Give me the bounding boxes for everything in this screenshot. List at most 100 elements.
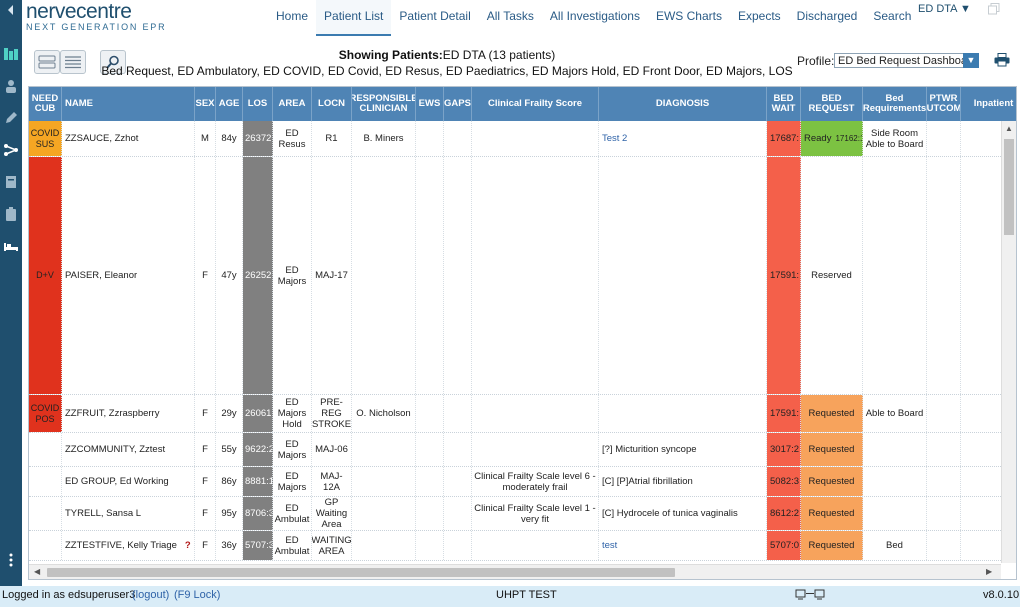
header-los[interactable]: LOS: [243, 87, 273, 121]
cell-locn: GP Waiting Area: [312, 497, 352, 530]
cell-diagnosis[interactable]: [599, 157, 767, 394]
cell-bed-request[interactable]: Requested: [801, 497, 863, 530]
collapse-arrow-icon[interactable]: [2, 2, 20, 18]
print-icon[interactable]: [994, 53, 1010, 70]
bed-request-status: Requested: [808, 540, 855, 551]
table-row[interactable]: TYRELL, Sansa L F 95y 8706:3 ED Ambulat GP Wa…: [29, 497, 1016, 531]
cell-ptwr-outcome: [927, 497, 961, 530]
patient-table: NEED CUB NAME SEX AGE LOS AREA LOCN RESPONSIBLE…: [28, 86, 1017, 580]
table-header: NEED CUB NAME SEX AGE LOS AREA LOCN RESPONSIBLE…: [29, 87, 1016, 121]
logo-title: nervecentre: [26, 0, 132, 23]
scroll-up-icon[interactable]: ▲: [1005, 124, 1013, 133]
tab-discharged[interactable]: Discharged: [796, 9, 858, 23]
table-row[interactable]: ZZCOMMUNITY, Zztest F 55y 9622:2 ED Majors MA…: [29, 433, 1016, 467]
cell-bed-request[interactable]: Reserved: [801, 157, 863, 394]
cell-name[interactable]: ZZCOMMUNITY, Zztest: [62, 433, 195, 466]
more-icon[interactable]: [2, 552, 20, 568]
table-row[interactable]: COVID POS ZZFRUIT, Zzraspberry F 29y 26061: E…: [29, 395, 1016, 433]
cell-bed-request[interactable]: Requested: [801, 395, 863, 432]
cell-bed-requirements: [863, 433, 927, 466]
cell-name[interactable]: ZZFRUIT, Zzraspberry: [62, 395, 195, 432]
pen-icon[interactable]: [2, 110, 20, 126]
horizontal-scroll-thumb[interactable]: [47, 568, 675, 577]
card-view-icon[interactable]: [34, 50, 60, 74]
tab-ews-charts[interactable]: EWS Charts: [655, 9, 722, 23]
header-ews[interactable]: EWS: [416, 87, 444, 121]
archive-icon[interactable]: [2, 174, 20, 190]
cell-diagnosis[interactable]: [599, 395, 767, 432]
popout-icon[interactable]: [988, 3, 1000, 15]
horizontal-scrollbar[interactable]: ◀ ▶: [29, 564, 1001, 579]
cell-clinician: [352, 531, 416, 560]
alert-question-icon[interactable]: ?: [184, 540, 191, 551]
header-area[interactable]: AREA: [273, 87, 312, 121]
ward-grid-icon[interactable]: [2, 46, 20, 62]
cell-name[interactable]: ED GROUP, Ed Working: [62, 467, 195, 496]
list-view-icon[interactable]: [60, 50, 86, 74]
cell-diagnosis[interactable]: [C] Hydrocele of tunica vaginalis: [599, 497, 767, 530]
table-row[interactable]: D+V PAISER, Eleanor F 47y 26252 ED Majors MAJ-…: [29, 157, 1016, 395]
cell-diagnosis[interactable]: Test 2: [599, 121, 767, 156]
cell-diagnosis[interactable]: [C] [P]Atrial fibrillation: [599, 467, 767, 496]
scroll-left-icon[interactable]: ◀: [34, 567, 41, 576]
showing-ward: ED DTA: [442, 48, 486, 62]
patients-icon[interactable]: [2, 78, 20, 94]
cell-bed-request[interactable]: Requested: [801, 433, 863, 466]
cell-ews: [416, 497, 444, 530]
header-diagnosis[interactable]: DIAGNOSIS: [599, 87, 767, 121]
tab-home[interactable]: Home: [276, 9, 309, 23]
table-row[interactable]: ED GROUP, Ed Working F 86y 8881:1 ED Majors M…: [29, 467, 1016, 497]
tab-all-investigations[interactable]: All Investigations: [549, 9, 640, 23]
header-sex[interactable]: SEX: [195, 87, 216, 121]
search-icon[interactable]: [100, 50, 126, 74]
vertical-scroll-thumb[interactable]: [1004, 139, 1014, 235]
network-icon[interactable]: [2, 142, 20, 158]
cell-name[interactable]: ZZTESTFIVE, Kelly Triage?: [62, 531, 195, 560]
header-ptwr-outcome[interactable]: PTWR OUTCOME: [927, 87, 961, 121]
header-locn[interactable]: LOCN: [312, 87, 352, 121]
tab-all-tasks[interactable]: All Tasks: [486, 9, 534, 23]
table-row[interactable]: COVID SUS ZZSAUCE, Zzhot M 84y 26372: ED Resu…: [29, 121, 1016, 157]
cell-age: 84y: [216, 121, 243, 156]
cell-name[interactable]: PAISER, Eleanor: [62, 157, 195, 394]
vertical-scrollbar[interactable]: ▲: [1001, 121, 1016, 563]
header-age[interactable]: AGE: [216, 87, 243, 121]
cell-bed-request[interactable]: Requested: [801, 531, 863, 560]
table-row[interactable]: ZZTESTFIVE, Kelly Triage? F 36y 5707:3 ED Am…: [29, 531, 1016, 561]
header-bed-request[interactable]: BED REQUEST: [801, 87, 863, 121]
bed-request-status: Requested: [808, 408, 855, 419]
logout-link[interactable]: (logout): [132, 589, 170, 601]
header-frailty[interactable]: Clinical Frailty Score: [472, 87, 599, 121]
header-need-cub[interactable]: NEED CUB: [29, 87, 62, 121]
header-name[interactable]: NAME: [62, 87, 195, 121]
profile-select[interactable]: ED Bed Request Dashboard: [834, 53, 978, 68]
cell-name[interactable]: TYRELL, Sansa L: [62, 497, 195, 530]
bed-icon[interactable]: [2, 238, 20, 254]
header-bed-wait[interactable]: BED WAIT: [767, 87, 801, 121]
tab-patient-detail[interactable]: Patient Detail: [399, 9, 471, 23]
chevron-down-icon[interactable]: ▼: [963, 53, 979, 68]
cell-clinician: [352, 157, 416, 394]
cell-bed-request[interactable]: Requested: [801, 467, 863, 496]
cell-gaps: [444, 433, 472, 466]
cell-name[interactable]: ZZSAUCE, Zzhot: [62, 121, 195, 156]
tab-expects[interactable]: Expects: [737, 9, 781, 23]
cell-bed-request[interactable]: Ready 17162:1: [801, 121, 863, 156]
header-inpatient[interactable]: Inpatient: [961, 87, 1016, 121]
cell-diagnosis[interactable]: [?] Micturition syncope: [599, 433, 767, 466]
tab-search[interactable]: Search: [873, 9, 912, 23]
cell-area: ED Resus: [273, 121, 312, 156]
header-bed-requirements[interactable]: Bed Requirements: [863, 87, 927, 121]
header-gaps[interactable]: GAPS: [444, 87, 472, 121]
clipboard-icon[interactable]: [2, 206, 20, 222]
ward-selector[interactable]: ED DTA ▼: [918, 3, 971, 15]
scroll-right-icon[interactable]: ▶: [986, 567, 993, 576]
f9-lock-link[interactable]: (F9 Lock): [174, 589, 221, 601]
cell-bed-wait: 5707:0: [767, 531, 801, 560]
header-clinician[interactable]: RESPONSIBLE CLINICIAN: [352, 87, 416, 121]
cell-need-cub: [29, 467, 62, 496]
cell-diagnosis[interactable]: test: [599, 531, 767, 560]
cell-gaps: [444, 497, 472, 530]
tab-patient-list[interactable]: Patient List: [316, 0, 392, 36]
cell-ptwr-outcome: [927, 467, 961, 496]
